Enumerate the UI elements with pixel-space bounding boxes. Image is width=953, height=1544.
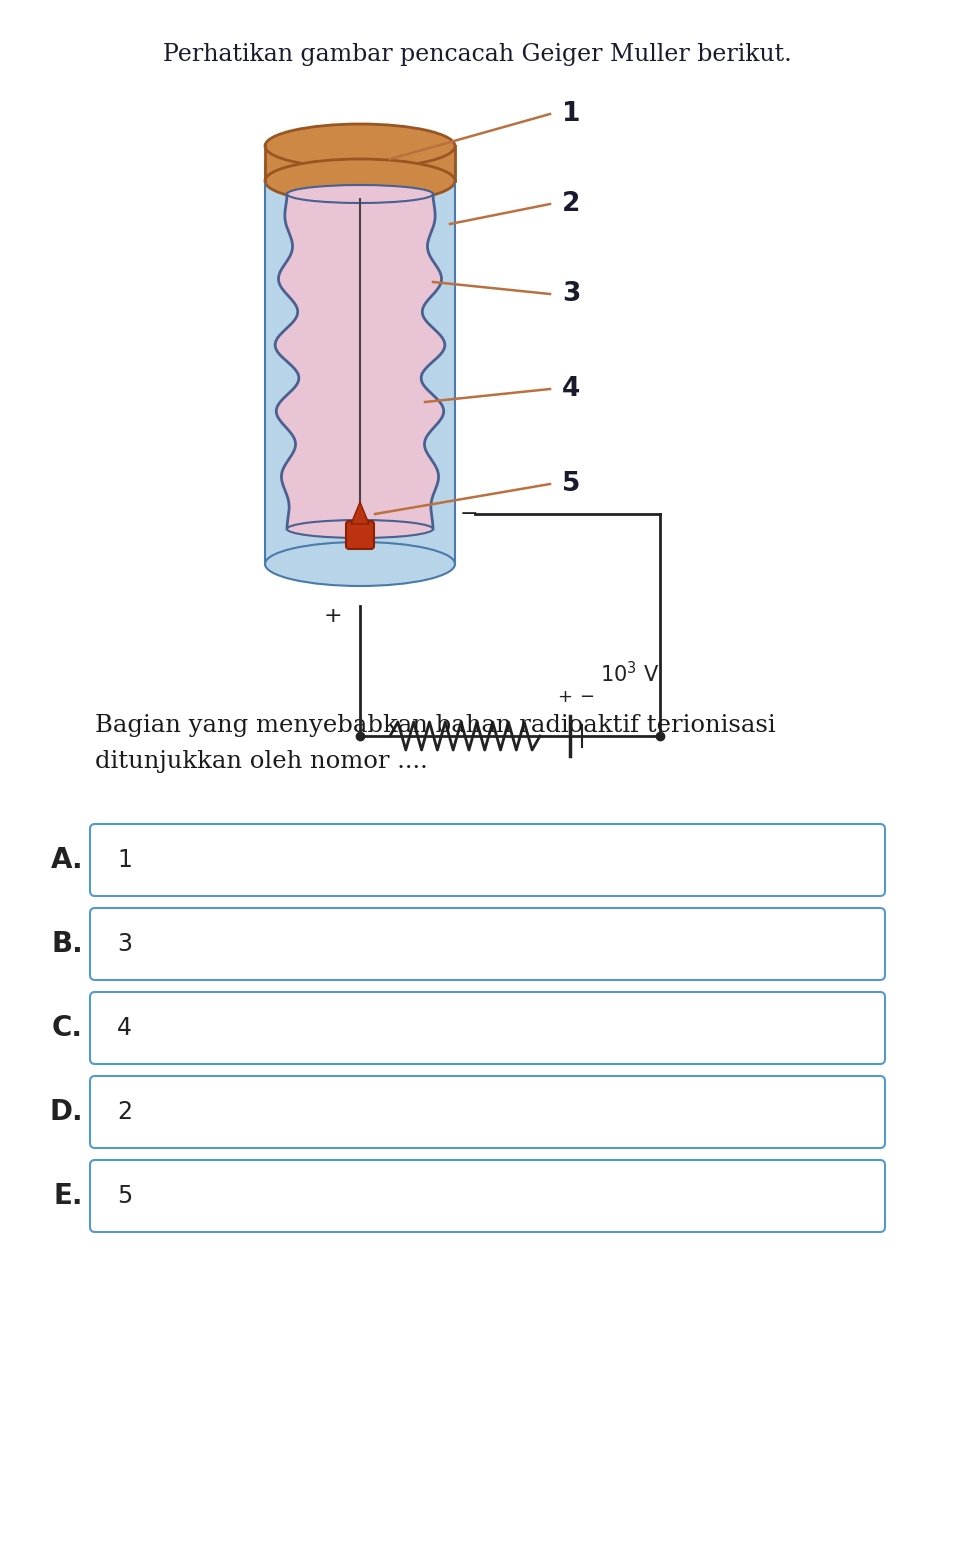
Text: 5: 5	[117, 1184, 132, 1207]
Text: −: −	[578, 689, 594, 706]
Ellipse shape	[287, 520, 433, 537]
Polygon shape	[274, 195, 444, 530]
FancyBboxPatch shape	[90, 1076, 884, 1149]
Text: $10^3$ V: $10^3$ V	[599, 661, 659, 686]
Text: E.: E.	[53, 1183, 83, 1210]
FancyBboxPatch shape	[90, 991, 884, 1064]
Ellipse shape	[287, 185, 433, 202]
Text: C.: C.	[52, 1014, 83, 1042]
Ellipse shape	[265, 159, 455, 202]
Text: 3: 3	[561, 281, 579, 307]
Text: 3: 3	[117, 933, 132, 956]
Text: Bagian yang menyebabkan bahan radioaktif terionisasi
ditunjukkan oleh nomor ....: Bagian yang menyebabkan bahan radioaktif…	[95, 713, 775, 772]
FancyBboxPatch shape	[90, 908, 884, 980]
Bar	[265, 164, 455, 564]
Text: Perhatikan gambar pencacah Geiger Muller berikut.: Perhatikan gambar pencacah Geiger Muller…	[162, 43, 791, 65]
Ellipse shape	[265, 542, 455, 587]
FancyBboxPatch shape	[90, 824, 884, 896]
Polygon shape	[351, 502, 369, 523]
Text: D.: D.	[50, 1098, 83, 1126]
Ellipse shape	[265, 124, 455, 168]
Bar	[265, 147, 455, 181]
Text: +: +	[557, 689, 572, 706]
Text: A.: A.	[51, 846, 83, 874]
FancyBboxPatch shape	[90, 1160, 884, 1232]
Text: B.: B.	[51, 929, 83, 957]
Text: +: +	[323, 605, 341, 625]
FancyBboxPatch shape	[346, 520, 374, 550]
Text: 5: 5	[561, 471, 579, 497]
Ellipse shape	[265, 142, 455, 185]
Text: 2: 2	[561, 191, 579, 218]
Text: 1: 1	[117, 848, 132, 872]
Text: 4: 4	[561, 377, 579, 401]
Text: 4: 4	[117, 1016, 132, 1041]
Text: 2: 2	[117, 1099, 132, 1124]
Text: 1: 1	[561, 100, 579, 127]
Text: −: −	[459, 503, 478, 523]
